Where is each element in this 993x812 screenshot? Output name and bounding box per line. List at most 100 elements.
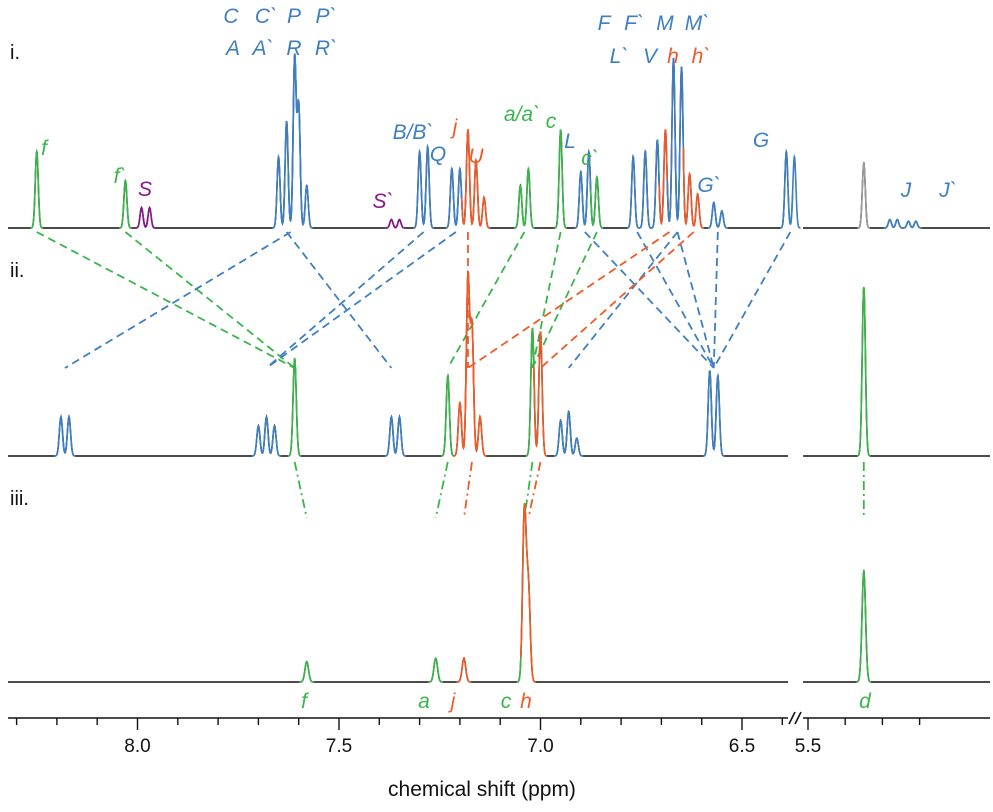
spectrum-2-peak-15 (532, 331, 548, 457)
correlation-line-2-2 (434, 461, 449, 519)
spectrum-3-peak-1 (299, 660, 315, 683)
correlation-lines (36, 231, 865, 519)
spectrum-label-i: i. (10, 42, 20, 64)
peak-label-3-4: c (501, 690, 512, 713)
spectrum-1-peak-18 (476, 193, 491, 229)
spectrum-3-peak-3 (456, 657, 472, 683)
x-tick-label: 6.5 (729, 736, 755, 757)
peak-label-1-19: L (564, 130, 576, 153)
correlation-line-1-13 (676, 231, 715, 369)
peak-label-1-20: c` (581, 147, 599, 170)
peak-label-1-23: M (656, 12, 674, 35)
correlation-line-1-5 (265, 231, 425, 369)
peak-label-1-7: R (286, 37, 301, 60)
peak-label-1-6: A` (251, 37, 274, 60)
spectrum-1-peak-13 (420, 143, 434, 229)
spectrum-1-peak-2 (119, 178, 132, 229)
spectrum-1-peak-17 (468, 157, 484, 227)
peak-label-3-1: f (301, 690, 309, 713)
correlation-line-2-1 (293, 461, 308, 519)
spectrum-1-peak-33 (707, 201, 721, 229)
peak-label-1-31: J (900, 179, 912, 202)
spectrum-2-peak-9 (441, 372, 455, 457)
x-tick-label: 5.5 (795, 736, 821, 757)
spectrum-2-peak-2 (61, 415, 76, 457)
spectrum-2-peak-8 (391, 415, 407, 457)
peak-label-1-3: P (287, 5, 301, 28)
x-axis: 8.0 7.5 7.0 6.5 5.5 (8, 711, 990, 757)
peak-label-1-12: S` (373, 190, 394, 213)
spectrum-1-peak-37 (857, 160, 871, 229)
correlation-line-1-18 (539, 231, 695, 369)
x-tick-label: 7.5 (326, 736, 352, 757)
spectrum-1-peak-20 (521, 166, 535, 229)
peak-label-3-5: h (520, 690, 532, 713)
correlation-line-1-16 (568, 231, 679, 369)
spectrum-1-peak-31 (682, 146, 697, 227)
spectrum-1-baseline-2 (803, 161, 990, 229)
peak-label-1-29: G` (697, 174, 720, 197)
correlation-line-1-15 (713, 231, 792, 369)
peak-label-1-21: F (598, 12, 612, 35)
peak-label-1-16: U (468, 145, 484, 168)
peak-label-1-30: G (753, 129, 769, 152)
peak-label-1-27: h (667, 45, 679, 68)
spectrum-2-peak-18 (569, 424, 584, 457)
spectrum-1-peak-34 (714, 209, 729, 229)
spectrum-1-peak-11 (392, 218, 406, 229)
spectrum-2-peak-4 (258, 415, 274, 454)
spectrum-1-peak-25 (626, 153, 640, 229)
spectrum-2-peak-21 (856, 286, 871, 457)
correlation-line-1-17 (467, 231, 670, 369)
x-tick-label: 7.0 (527, 736, 553, 757)
spectrum-1-peak-36 (787, 153, 801, 229)
correlation-line-2-3 (463, 461, 473, 519)
correlation-line-1-2 (124, 231, 296, 369)
spectrum-1-peak-21 (554, 129, 567, 229)
correlation-line-1-8 (447, 231, 526, 369)
spectrum-label-iii: iii. (10, 488, 29, 510)
spectrum-1-peak-1 (30, 148, 44, 229)
peak-label-1-13: B/B` (393, 121, 434, 144)
correlation-line-1-1 (36, 231, 296, 369)
peak-label-1-22: F` (624, 12, 644, 35)
spectrum-1-peak-9 (299, 166, 313, 229)
correlation-line-1-6 (265, 231, 457, 369)
correlation-line-1-9 (531, 231, 562, 369)
x-axis-title: chemical shift (ppm) (388, 778, 576, 801)
spectrum-1-peak-26 (638, 148, 652, 229)
spectrum-2-peak-13 (472, 365, 487, 457)
peak-label-1-17: a/a` (504, 103, 540, 126)
correlation-line-1-14 (712, 231, 719, 369)
spectrum-1-peak-4 (142, 206, 156, 229)
peak-label-1-32: J` (938, 179, 957, 202)
peak-label-1-9: f (41, 137, 49, 160)
spectrum-1-peak-39 (890, 218, 904, 229)
peak-label-1-5: A (224, 37, 240, 60)
peak-label-1-25: L` (610, 45, 629, 68)
peak-label-1-14: Q (430, 143, 446, 166)
spectrum-label-ii: ii. (10, 260, 24, 282)
spectrum-3-baseline-2 (803, 569, 990, 683)
correlation-line-1-4 (64, 231, 292, 369)
spectrum-1-peak-32 (690, 192, 704, 229)
spectrum-3-peak-5 (520, 503, 536, 683)
peak-label-3-3: j (448, 690, 457, 713)
spectrum-1-peak-24 (589, 174, 604, 229)
correlation-line-1-12 (636, 231, 715, 369)
peak-label-1-24: M` (685, 12, 710, 35)
peak-label-1-11: S (138, 178, 152, 201)
peak-label-1-26: V (643, 45, 659, 68)
peak-label-1-8: R` (315, 37, 337, 60)
peak-label-1-2: C` (255, 5, 277, 28)
peak-label-1-28: h` (692, 45, 711, 68)
peak-label-3-6: d (859, 690, 872, 713)
peak-label-1-4: P` (316, 5, 337, 28)
spectrum-3-baseline-1 (8, 503, 788, 683)
spectrum-1-peak-29 (666, 57, 681, 223)
spectrum-2-peak-6 (287, 357, 302, 457)
spectrum-2-baseline-2 (803, 288, 990, 457)
peak-label-1-10: f` (114, 165, 127, 188)
